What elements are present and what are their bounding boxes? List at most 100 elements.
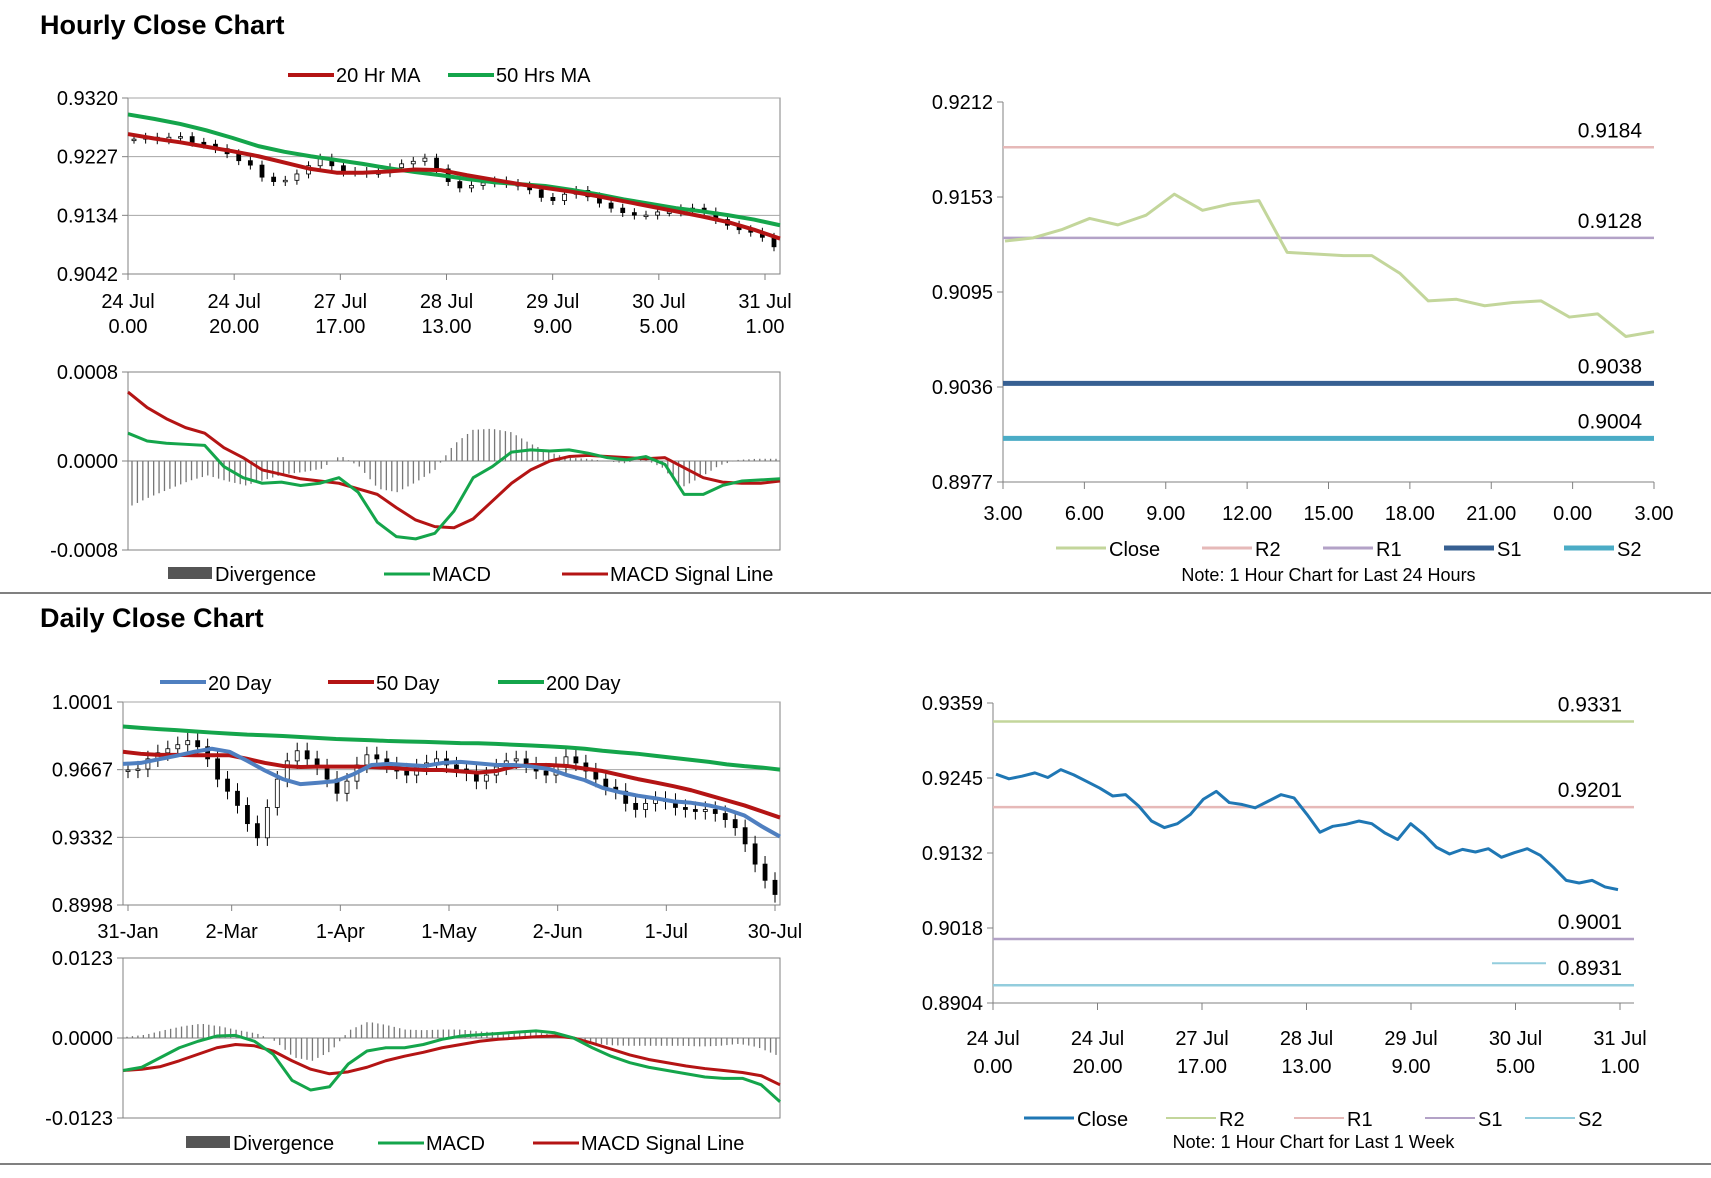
candle-body bbox=[712, 809, 718, 814]
legend-label: Close bbox=[1077, 1109, 1128, 1131]
y-tick-label: 0.8998 bbox=[52, 895, 113, 917]
candle-body bbox=[245, 805, 250, 825]
x-tick-label: 30 Jul bbox=[632, 291, 685, 313]
y-tick-label: 0.8904 bbox=[922, 993, 983, 1015]
candle-body bbox=[762, 863, 768, 881]
candle-body bbox=[732, 819, 738, 829]
candle-body bbox=[145, 758, 151, 770]
x-tick-label: 3.00 bbox=[1635, 503, 1674, 525]
legend-label: MACD bbox=[432, 564, 491, 586]
x-tick-label: 21.00 bbox=[1466, 503, 1516, 525]
y-tick-label: 0.9332 bbox=[52, 827, 113, 849]
y-tick-label: 0.9042 bbox=[57, 264, 118, 286]
candle-body bbox=[538, 189, 544, 198]
y-tick-label: 1.0001 bbox=[52, 692, 113, 714]
candle-body bbox=[643, 214, 649, 218]
x-tick-label: 30-Jul bbox=[748, 921, 802, 943]
candle-body bbox=[562, 193, 567, 201]
candle-body bbox=[225, 778, 230, 792]
y-tick-label: 0.9153 bbox=[932, 187, 993, 209]
legend-label: MACD Signal Line bbox=[610, 564, 773, 586]
candle-body bbox=[282, 179, 288, 183]
daily-section-title: Daily Close Chart bbox=[40, 603, 264, 633]
close-line bbox=[1004, 192, 1655, 338]
x-tick-label: 18.00 bbox=[1385, 503, 1435, 525]
candle-body bbox=[683, 807, 688, 810]
candle-body bbox=[247, 160, 253, 166]
x-tick-label: 0.00 bbox=[974, 1056, 1013, 1078]
x-tick-label: 31 Jul bbox=[738, 291, 791, 313]
x-tick-label: 9.00 bbox=[533, 316, 572, 338]
section-divider-bottom bbox=[0, 1163, 1711, 1165]
candle-body bbox=[236, 153, 242, 162]
legend-label: S2 bbox=[1617, 539, 1641, 561]
candle-body bbox=[271, 176, 277, 182]
legend-label: S1 bbox=[1497, 539, 1521, 561]
legend-label: R1 bbox=[1376, 539, 1402, 561]
y-tick-label: 0.9359 bbox=[922, 693, 983, 715]
legend-label: 20 Day bbox=[208, 673, 271, 695]
candle-body bbox=[772, 879, 778, 895]
y-tick-label: 0.9134 bbox=[57, 205, 118, 227]
candle-body bbox=[125, 769, 131, 772]
level-label: 0.9184 bbox=[1578, 119, 1643, 142]
y-tick-label: 0.0123 bbox=[52, 948, 113, 970]
x-tick-label: 29 Jul bbox=[526, 291, 579, 313]
y-tick-label: 0.9227 bbox=[57, 147, 118, 169]
x-tick-label: 31 Jul bbox=[1593, 1028, 1646, 1050]
x-tick-label: 27 Jul bbox=[314, 291, 367, 313]
y-tick-label: 0.9036 bbox=[932, 377, 993, 399]
candle-body bbox=[513, 758, 519, 762]
candle-body bbox=[259, 164, 265, 178]
x-tick-label: 1-Jul bbox=[645, 921, 688, 943]
y-tick-label: 0.0000 bbox=[57, 451, 118, 473]
x-tick-label: 0.00 bbox=[109, 316, 148, 338]
legend-label: 50 Hrs MA bbox=[496, 65, 591, 87]
x-tick-label: 1.00 bbox=[1601, 1056, 1640, 1078]
candle-body bbox=[603, 778, 609, 788]
ma-line bbox=[122, 749, 781, 820]
candle-body bbox=[294, 173, 300, 181]
candle-body bbox=[215, 758, 220, 780]
ma-line bbox=[127, 112, 781, 228]
y-tick-label: 0.9667 bbox=[52, 760, 113, 782]
x-tick-label: 1-May bbox=[421, 921, 477, 943]
y-tick-label: 0.9095 bbox=[932, 282, 993, 304]
x-tick-label: 2-Jun bbox=[533, 921, 583, 943]
macd-line bbox=[127, 431, 781, 541]
x-tick-label: 28 Jul bbox=[420, 291, 473, 313]
legend-label: R1 bbox=[1347, 1109, 1373, 1131]
level-label: 0.9201 bbox=[1558, 779, 1622, 802]
chart-note: Note: 1 Hour Chart for Last 1 Week bbox=[1173, 1132, 1456, 1152]
candle-body bbox=[399, 163, 405, 169]
candle-body bbox=[422, 157, 428, 162]
x-tick-label: 24 Jul bbox=[966, 1028, 1019, 1050]
candle-body bbox=[185, 740, 191, 746]
candle-body bbox=[702, 809, 708, 812]
legend-label: MACD Signal Line bbox=[581, 1133, 744, 1155]
candle-body bbox=[294, 750, 300, 762]
close-line bbox=[995, 768, 1619, 892]
level-label: 0.9038 bbox=[1578, 355, 1642, 378]
level-label: 0.9001 bbox=[1558, 911, 1622, 934]
candle-body bbox=[178, 136, 183, 139]
legend-label: S1 bbox=[1478, 1109, 1502, 1131]
y-tick-label: 0.0008 bbox=[57, 362, 118, 384]
x-tick-label: 1.00 bbox=[746, 316, 785, 338]
candle-body bbox=[364, 754, 370, 766]
x-tick-label: 9.00 bbox=[1146, 503, 1185, 525]
candle-body bbox=[454, 764, 459, 770]
candle-body bbox=[480, 182, 486, 186]
ma-line bbox=[127, 132, 781, 241]
candle-body bbox=[374, 754, 380, 760]
legend-swatch bbox=[186, 1136, 230, 1148]
legend-label: Divergence bbox=[215, 564, 316, 586]
x-tick-label: 3.00 bbox=[984, 503, 1023, 525]
y-tick-label: 0.9212 bbox=[932, 92, 993, 114]
x-tick-label: 5.00 bbox=[1496, 1056, 1535, 1078]
candle-body bbox=[550, 196, 556, 201]
x-tick-label: 17.00 bbox=[315, 316, 365, 338]
x-tick-label: 20.00 bbox=[1072, 1056, 1122, 1078]
candle-body bbox=[752, 843, 758, 865]
hourly-section-title: Hourly Close Chart bbox=[40, 10, 285, 40]
